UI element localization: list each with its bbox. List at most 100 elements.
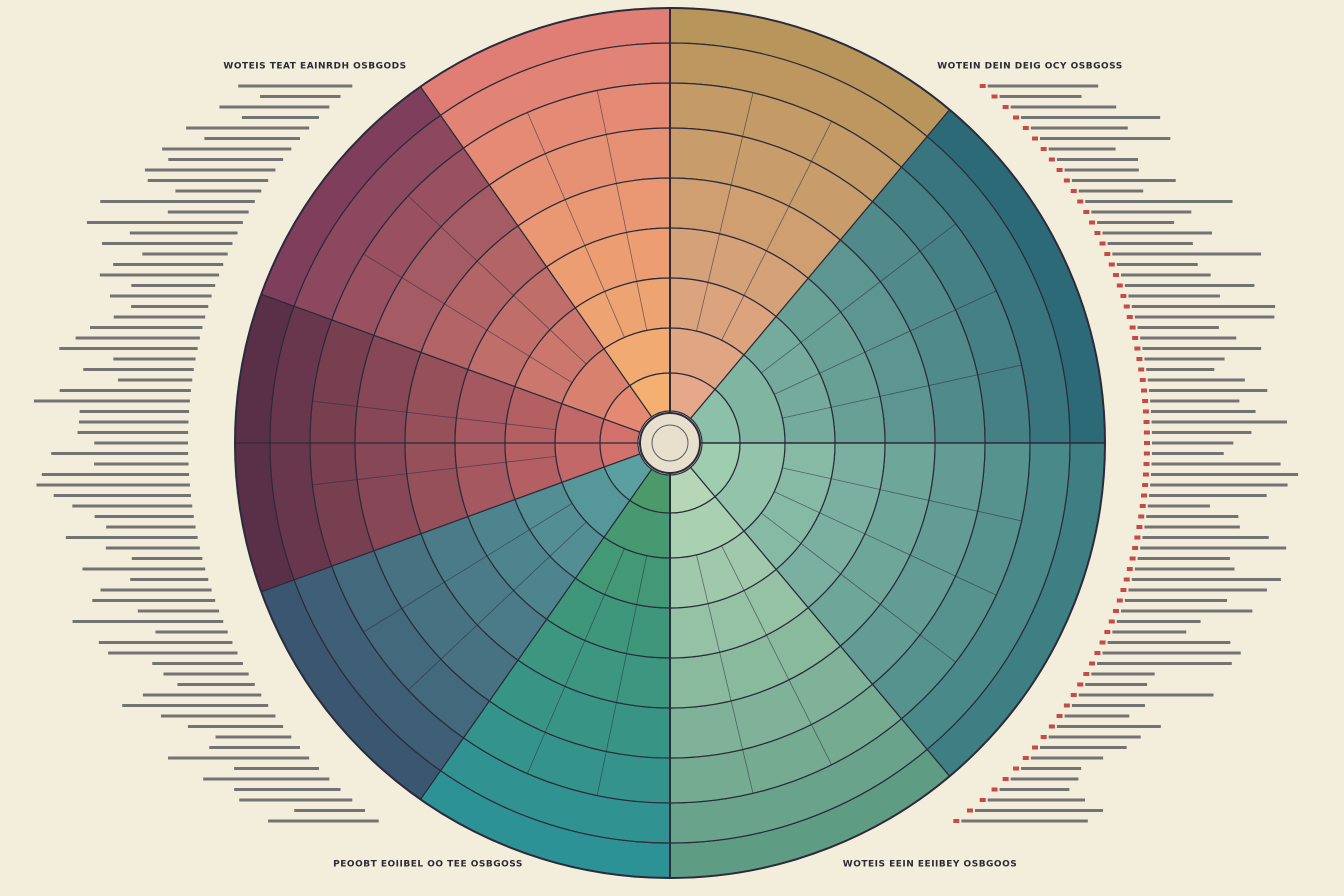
note-line (147, 179, 269, 182)
note-line (1151, 420, 1287, 424)
note-line (1010, 777, 1079, 781)
note-mark (1120, 294, 1127, 298)
note-line (1064, 714, 1130, 718)
note-line (1030, 756, 1104, 760)
note-line (75, 336, 200, 340)
note-mark (1032, 745, 1039, 750)
divider (774, 290, 997, 395)
note-mark (1094, 651, 1101, 655)
note-mark (1126, 567, 1133, 571)
note-mark (1070, 189, 1077, 193)
divider (363, 503, 573, 633)
note-mark (1139, 378, 1146, 382)
note-line (94, 515, 194, 518)
note-mark (1136, 357, 1143, 361)
note-line (1140, 546, 1287, 550)
note-line (1149, 389, 1268, 392)
note-line (83, 368, 194, 371)
note-mark (1143, 420, 1150, 424)
note-line (98, 641, 233, 644)
note-line (1021, 116, 1161, 119)
note-line (92, 599, 216, 602)
divider (782, 364, 1022, 419)
note-line (1150, 483, 1288, 487)
note-line (99, 273, 220, 277)
note-mark (1116, 598, 1123, 603)
note-line (106, 525, 196, 529)
divider (596, 90, 648, 331)
divider (312, 400, 556, 431)
note-mark (979, 798, 986, 802)
heading: PEOOBT EOIIBEL OO TEE OSBGOSS (333, 860, 523, 870)
note-mark (1077, 199, 1084, 204)
note-line (1030, 126, 1128, 130)
divider (782, 467, 1022, 522)
note-mark (1138, 514, 1145, 519)
note-line (155, 630, 228, 634)
hub (639, 412, 701, 474)
note-mark (1129, 556, 1136, 561)
note-line (1078, 189, 1144, 193)
note-line (1097, 662, 1232, 665)
note-line (1124, 284, 1255, 287)
note-mark (1070, 693, 1077, 697)
note-line (1071, 704, 1145, 707)
note-mark (1142, 399, 1149, 403)
radial-wheel (234, 7, 1106, 879)
note-line (82, 567, 206, 571)
note-line (108, 651, 238, 655)
note-line (117, 378, 193, 382)
note-line (162, 147, 292, 151)
note-line (177, 683, 255, 686)
divider (774, 491, 997, 596)
note-mark (1013, 766, 1020, 771)
note-line (72, 620, 224, 623)
note-line (1142, 536, 1269, 539)
note-line (130, 578, 209, 581)
note-line (1085, 200, 1233, 203)
note-line (142, 252, 228, 256)
note-mark (1040, 735, 1047, 739)
note-line (1131, 305, 1276, 308)
note-line (1128, 588, 1267, 592)
note-line (1116, 263, 1198, 266)
note-mark (1002, 105, 1009, 109)
note-line (961, 819, 1088, 823)
note-line (209, 746, 300, 749)
note-line (86, 221, 243, 224)
note-line (142, 693, 262, 697)
note-line (113, 315, 206, 319)
note-line (1085, 683, 1148, 686)
note-mark (1143, 451, 1150, 456)
note-line (113, 263, 224, 266)
note-line (260, 95, 341, 98)
note-mark (1104, 630, 1111, 634)
note-line (1107, 641, 1231, 644)
note-line (1102, 231, 1213, 235)
note-line (234, 788, 341, 791)
divider (760, 223, 956, 374)
note-line (144, 168, 276, 172)
note-line (113, 357, 196, 361)
note-line (1116, 620, 1201, 623)
note-mark (1129, 325, 1136, 330)
note-mark (1120, 588, 1127, 592)
note-line (268, 819, 379, 823)
note-line (79, 410, 190, 413)
note-mark (953, 819, 960, 823)
note-mark (1056, 168, 1063, 172)
note-line (1021, 767, 1082, 770)
note-line (33, 399, 190, 403)
note-line (1040, 746, 1127, 749)
note-line (1064, 168, 1139, 172)
note-mark (1132, 546, 1139, 550)
note-line (41, 473, 190, 476)
note-mark (991, 787, 998, 792)
note-line (1134, 567, 1235, 571)
note-mark (1032, 136, 1039, 141)
note-mark (1104, 252, 1111, 256)
note-line (59, 389, 191, 392)
note-mark (1136, 525, 1143, 529)
note-line (219, 105, 330, 109)
divider (527, 112, 625, 338)
